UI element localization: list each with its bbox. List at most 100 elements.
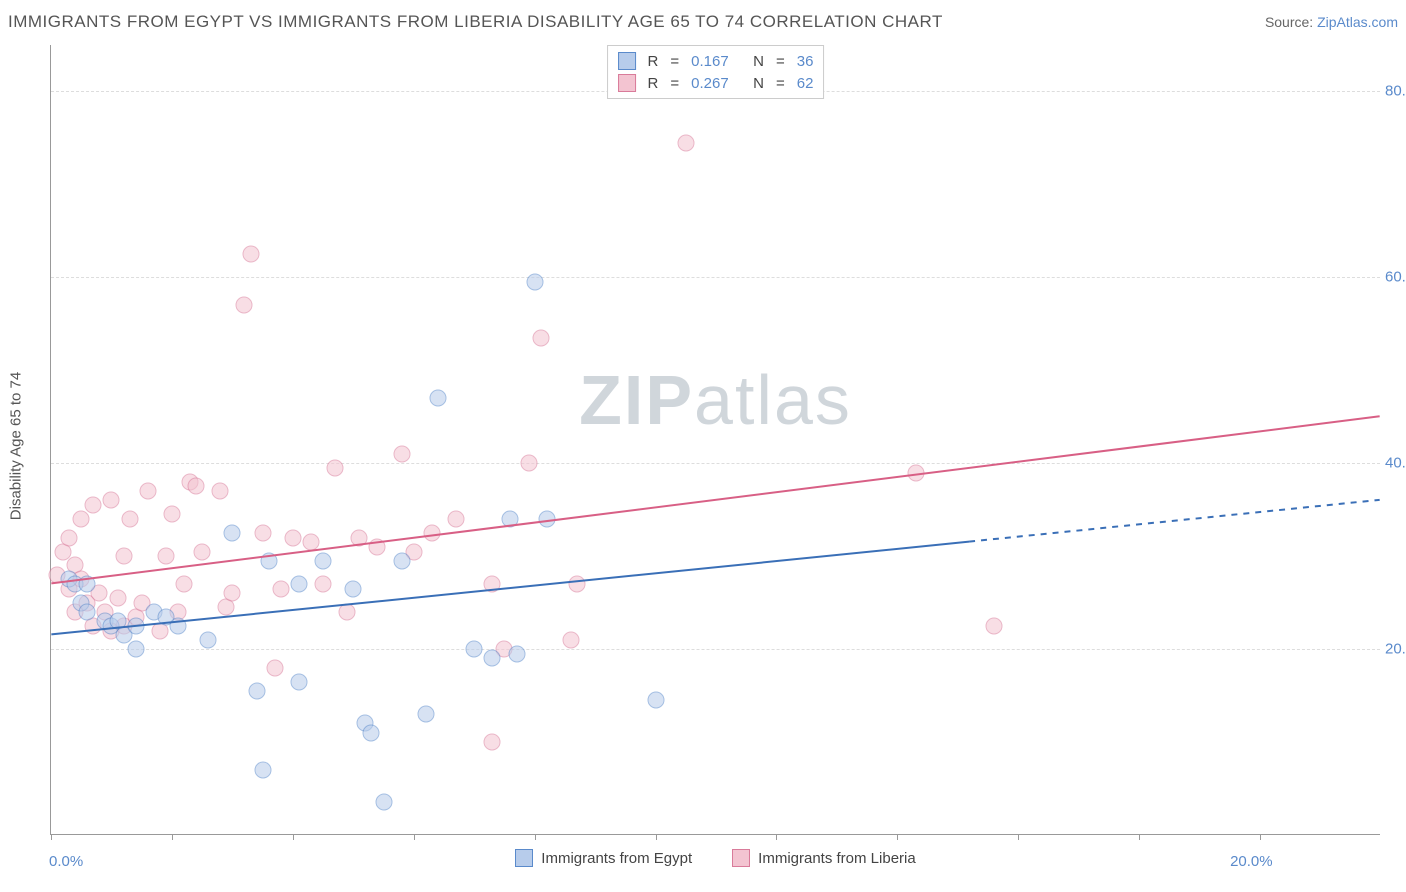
point-egypt [417,706,434,723]
point-egypt [375,794,392,811]
point-liberia [242,246,259,263]
eq-sign: = [670,75,679,92]
point-egypt [345,580,362,597]
trendlines-svg [51,45,1380,834]
point-liberia [157,548,174,565]
point-liberia [194,543,211,560]
n-value-egypt: 36 [797,53,814,70]
point-egypt [526,274,543,291]
point-liberia [176,576,193,593]
eq-sign: = [776,75,785,92]
trendline [51,416,1379,583]
legend-correlation-box: R = 0.167 N = 36 R = 0.267 N = 62 [607,45,825,99]
point-egypt [127,617,144,634]
chart-title: IMMIGRANTS FROM EGYPT VS IMMIGRANTS FROM… [8,12,943,32]
point-liberia [212,483,229,500]
legend-bottom-egypt: Immigrants from Egypt [515,849,692,867]
point-egypt [393,552,410,569]
point-liberia [109,590,126,607]
gridline-h [51,649,1380,650]
xtick [1260,834,1261,840]
n-value-liberia: 62 [797,75,814,92]
point-liberia [139,483,156,500]
ytick-label: 60.0% [1385,269,1406,286]
legend-row-liberia: R = 0.267 N = 62 [618,72,814,94]
point-liberia [484,734,501,751]
point-liberia [677,134,694,151]
gridline-h [51,277,1380,278]
point-liberia [520,455,537,472]
legend-bottom-liberia-label: Immigrants from Liberia [758,850,916,867]
point-egypt [484,650,501,667]
point-egypt [290,576,307,593]
point-liberia [986,617,1003,634]
point-liberia [188,478,205,495]
point-egypt [647,692,664,709]
xtick [51,834,52,840]
watermark-light: atlas [694,361,852,439]
n-label: N [753,75,764,92]
point-liberia [121,511,138,528]
xtick [172,834,173,840]
watermark: ZIPatlas [579,360,852,440]
point-liberia [393,445,410,462]
point-liberia [369,538,386,555]
ytick-label: 80.0% [1385,83,1406,100]
point-liberia [284,529,301,546]
legend-bottom: Immigrants from Egypt Immigrants from Li… [51,849,1380,867]
watermark-bold: ZIP [579,361,694,439]
point-liberia [448,511,465,528]
point-liberia [266,659,283,676]
eq-sign: = [670,53,679,70]
point-liberia [85,497,102,514]
legend-swatch-liberia [732,849,750,867]
point-liberia [224,585,241,602]
legend-swatch-egypt [515,849,533,867]
xtick [776,834,777,840]
point-egypt [127,641,144,658]
n-label: N [753,53,764,70]
point-egypt [538,511,555,528]
eq-sign: = [776,53,785,70]
point-liberia [327,459,344,476]
point-liberia [339,603,356,620]
ytick-label: 20.0% [1385,641,1406,658]
point-liberia [351,529,368,546]
point-liberia [115,548,132,565]
point-liberia [423,524,440,541]
point-egypt [363,724,380,741]
ytick-label: 40.0% [1385,455,1406,472]
point-egypt [248,682,265,699]
xtick [656,834,657,840]
point-liberia [568,576,585,593]
point-egypt [502,511,519,528]
r-value-liberia: 0.267 [691,75,741,92]
xtick [1018,834,1019,840]
point-egypt [466,641,483,658]
point-egypt [260,552,277,569]
legend-row-egypt: R = 0.167 N = 36 [618,50,814,72]
point-egypt [79,603,96,620]
r-label: R [648,53,659,70]
point-liberia [163,506,180,523]
point-egypt [169,617,186,634]
trendline [969,500,1380,542]
y-axis-label: Disability Age 65 to 74 [8,372,25,520]
point-egypt [429,390,446,407]
source-attribution: Source: ZipAtlas.com [1265,14,1398,30]
xtick-label: 20.0% [1230,853,1273,870]
point-liberia [562,631,579,648]
point-egypt [290,673,307,690]
title-bar: IMMIGRANTS FROM EGYPT VS IMMIGRANTS FROM… [8,12,1398,32]
point-egypt [508,645,525,662]
source-label: Source: [1265,14,1313,30]
point-liberia [254,524,271,541]
point-egypt [254,761,271,778]
xtick [535,834,536,840]
point-egypt [315,552,332,569]
legend-bottom-egypt-label: Immigrants from Egypt [541,850,692,867]
point-liberia [532,329,549,346]
xtick [293,834,294,840]
source-link[interactable]: ZipAtlas.com [1317,14,1398,30]
xtick [414,834,415,840]
